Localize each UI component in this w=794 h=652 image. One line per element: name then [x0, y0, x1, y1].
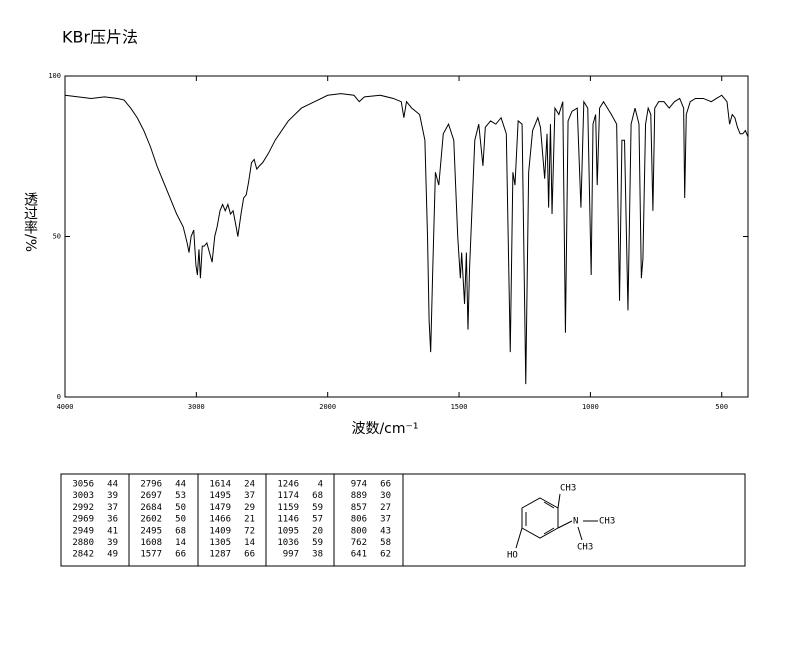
peak-transmittance: 57 [312, 515, 323, 525]
x-tick-label: 1500 [451, 403, 468, 411]
peak-transmittance: 21 [244, 515, 255, 525]
peak-wavenumber: 1495 [209, 491, 231, 501]
peak-wavenumber: 1614 [209, 480, 231, 490]
peak-transmittance: 44 [107, 480, 118, 490]
peak-transmittance: 66 [175, 550, 186, 560]
peak-transmittance: 24 [244, 480, 255, 490]
x-axis-label: 波数/cm⁻¹ [351, 421, 418, 437]
peak-transmittance: 14 [175, 538, 186, 548]
peak-transmittance: 62 [380, 550, 391, 560]
peak-wavenumber: 1466 [209, 515, 231, 525]
peak-wavenumber: 1287 [209, 550, 231, 560]
y-tick-label: 100 [48, 72, 61, 80]
peak-transmittance: 27 [380, 503, 391, 513]
peak-transmittance: 41 [107, 526, 118, 536]
peak-wavenumber: 2969 [72, 515, 94, 525]
peak-wavenumber: 997 [283, 550, 299, 560]
structure-label: CH3 [599, 517, 615, 527]
x-tick-label: 3000 [188, 403, 205, 411]
structure-label: HO [507, 551, 518, 561]
peak-transmittance: 43 [380, 526, 391, 536]
peak-wavenumber: 3003 [72, 491, 94, 501]
peak-transmittance: 53 [175, 491, 186, 501]
peak-wavenumber: 2697 [140, 491, 162, 501]
peak-transmittance: 37 [380, 515, 391, 525]
peak-wavenumber: 2880 [72, 538, 94, 548]
peak-transmittance: 49 [107, 550, 118, 560]
molecule-bonds [515, 493, 598, 549]
x-tick-label: 4000 [57, 403, 74, 411]
peak-transmittance: 37 [244, 491, 255, 501]
peak-wavenumber: 889 [351, 491, 367, 501]
peak-wavenumber: 974 [351, 480, 367, 490]
y-axis-label: 透过率/% [22, 192, 38, 252]
peak-transmittance: 4 [318, 480, 323, 490]
peak-wavenumber: 762 [351, 538, 367, 548]
peak-wavenumber: 2684 [140, 503, 162, 513]
spectrum-line [64, 93, 749, 385]
structure-label: CH3 [577, 543, 593, 553]
peak-wavenumber: 857 [351, 503, 367, 513]
chart-title: KBr压片法 [62, 28, 138, 47]
peak-transmittance: 38 [312, 550, 323, 560]
structure-label: CH3 [560, 484, 576, 494]
peak-wavenumber: 1577 [140, 550, 162, 560]
peak-wavenumber: 1174 [277, 491, 299, 501]
peak-wavenumber: 1146 [277, 515, 299, 525]
structure-label: N [573, 517, 578, 527]
peak-wavenumber: 2949 [72, 526, 94, 536]
peak-transmittance: 66 [380, 480, 391, 490]
peak-transmittance: 68 [312, 491, 323, 501]
peak-wavenumber: 1246 [277, 480, 299, 490]
peak-wavenumber: 1159 [277, 503, 299, 513]
peak-wavenumber: 2992 [72, 503, 94, 513]
peak-transmittance: 68 [175, 526, 186, 536]
peak-wavenumber: 2842 [72, 550, 94, 560]
peak-transmittance: 59 [312, 538, 323, 548]
peak-transmittance: 44 [175, 480, 186, 490]
peak-transmittance: 36 [107, 515, 118, 525]
x-tick-label: 2000 [319, 403, 336, 411]
peak-transmittance: 29 [244, 503, 255, 513]
peak-wavenumber: 641 [351, 550, 367, 560]
peak-wavenumber: 806 [351, 515, 367, 525]
peak-transmittance: 20 [312, 526, 323, 536]
peak-wavenumber: 1608 [140, 538, 162, 548]
y-tick-label: 0 [57, 393, 61, 401]
x-tick-label: 500 [715, 403, 728, 411]
peak-transmittance: 50 [175, 503, 186, 513]
peak-wavenumber: 2796 [140, 480, 162, 490]
peak-transmittance: 72 [244, 526, 255, 536]
y-tick-label: 50 [53, 233, 61, 241]
peak-transmittance: 58 [380, 538, 391, 548]
peak-wavenumber: 2602 [140, 515, 162, 525]
x-tick-label: 1000 [582, 403, 599, 411]
peak-wavenumber: 2495 [140, 526, 162, 536]
peak-transmittance: 14 [244, 538, 255, 548]
peak-transmittance: 50 [175, 515, 186, 525]
peak-transmittance: 59 [312, 503, 323, 513]
peak-wavenumber: 1479 [209, 503, 231, 513]
peak-wavenumber: 1095 [277, 526, 299, 536]
peak-transmittance: 30 [380, 491, 391, 501]
peak-wavenumber: 3056 [72, 480, 94, 490]
peak-transmittance: 39 [107, 538, 118, 548]
peak-transmittance: 37 [107, 503, 118, 513]
peak-transmittance: 39 [107, 491, 118, 501]
peak-wavenumber: 1036 [277, 538, 299, 548]
peak-wavenumber: 800 [351, 526, 367, 536]
peak-wavenumber: 1305 [209, 538, 231, 548]
table-dividers [128, 474, 404, 566]
peak-transmittance: 66 [244, 550, 255, 560]
peak-wavenumber: 1409 [209, 526, 231, 536]
